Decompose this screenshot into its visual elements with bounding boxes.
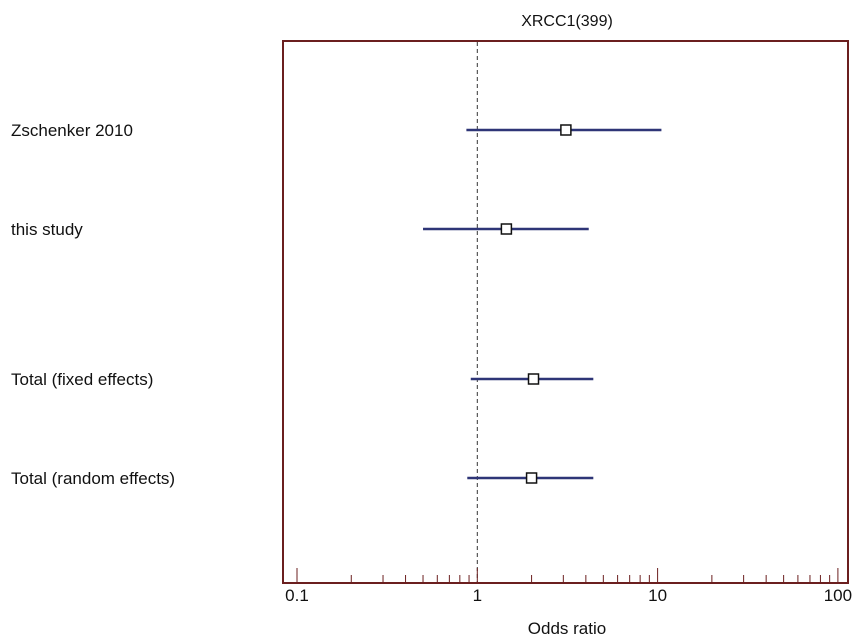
or-point-marker	[525, 472, 538, 484]
x-axis-label: Odds ratio	[528, 619, 606, 638]
x-tick-label: 0.1	[285, 586, 309, 605]
row-label: Total (random effects)	[11, 469, 175, 488]
or-point-marker	[527, 373, 540, 385]
chart-title: XRCC1(399)	[521, 13, 613, 30]
row-labels: Zschenker 2010 this study Total (fixed eff…	[11, 121, 175, 488]
row-label: Zschenker 2010	[11, 121, 133, 140]
x-tick-label: 100	[824, 586, 852, 605]
plot-frame	[282, 40, 849, 584]
x-tick-label: 10	[648, 586, 667, 605]
x-axis-tick-labels: 0.1 1 10 100	[285, 586, 852, 605]
x-tick-label: 1	[473, 586, 482, 605]
or-point-marker	[500, 223, 513, 235]
row-label: this study	[11, 220, 83, 239]
forest-marks	[423, 124, 662, 484]
row-label: Total (fixed effects)	[11, 370, 153, 389]
or-point-marker	[560, 124, 572, 136]
x-axis-ticks	[296, 568, 839, 582]
